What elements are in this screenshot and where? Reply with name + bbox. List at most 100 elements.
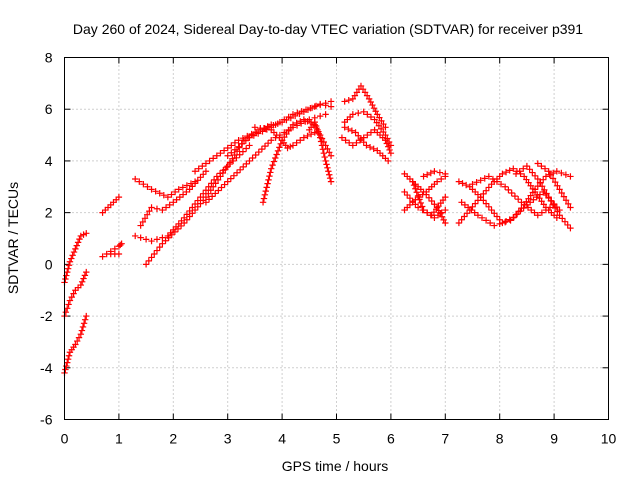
data-point	[281, 116, 288, 123]
data-point	[68, 293, 75, 301]
data-point	[414, 192, 422, 200]
x-tick-label: 0	[61, 431, 69, 447]
data-point	[560, 193, 568, 200]
data-point	[541, 186, 548, 194]
data-point	[289, 142, 297, 149]
series-arc-28	[458, 188, 563, 229]
data-point	[156, 243, 163, 251]
data-point	[361, 89, 369, 96]
data-point	[228, 142, 235, 149]
data-point	[459, 180, 466, 187]
data-point	[438, 175, 445, 183]
data-point	[179, 184, 187, 191]
data-point	[162, 237, 169, 244]
data-point	[325, 168, 332, 175]
data-point	[115, 193, 123, 201]
data-point	[554, 208, 561, 215]
data-point	[412, 185, 419, 192]
data-point	[491, 210, 498, 217]
data-point	[80, 275, 87, 282]
data-point	[153, 236, 161, 243]
data-point	[251, 124, 259, 131]
series-arc-16	[306, 118, 335, 185]
data-point	[267, 169, 274, 176]
data-point	[265, 176, 272, 184]
grid-layer	[64, 57, 609, 420]
series-arc-24	[409, 178, 449, 222]
data-point	[477, 177, 484, 184]
data-point	[545, 193, 552, 201]
data-point	[461, 213, 468, 220]
x-tick-label: 9	[550, 431, 558, 447]
data-point	[64, 355, 72, 363]
data-point	[357, 82, 365, 90]
data-point	[137, 234, 144, 241]
data-point	[159, 234, 166, 241]
data-point	[255, 148, 262, 156]
data-point	[262, 187, 269, 195]
data-point	[235, 143, 242, 150]
data-point	[70, 248, 78, 256]
data-point	[531, 172, 539, 179]
x-tick-label: 7	[441, 431, 449, 447]
data-point	[199, 162, 206, 170]
data-point	[231, 139, 239, 147]
data-point	[205, 196, 213, 203]
data-point	[62, 308, 70, 316]
data-point	[554, 182, 561, 189]
data-point	[66, 297, 74, 304]
data-point	[72, 245, 79, 253]
data-point	[567, 224, 574, 232]
data-point	[351, 92, 359, 99]
data-point	[531, 209, 538, 216]
data-point	[183, 216, 191, 223]
data-point	[177, 222, 185, 230]
data-point	[160, 191, 167, 199]
data-point	[62, 275, 69, 283]
data-point	[455, 219, 463, 227]
data-point	[425, 194, 433, 201]
data-point	[370, 104, 378, 112]
data-point	[276, 144, 283, 151]
data-point	[493, 178, 501, 185]
data-point	[148, 186, 155, 193]
data-point	[214, 176, 222, 184]
data-point	[212, 190, 219, 197]
data-point	[153, 205, 161, 212]
data-point	[78, 327, 86, 334]
data-point	[489, 175, 497, 183]
data-point	[442, 193, 449, 201]
data-point	[166, 201, 173, 209]
data-point	[236, 144, 243, 151]
data-point	[345, 125, 352, 133]
data-point	[521, 201, 528, 209]
data-point	[541, 165, 549, 172]
series-arc-03	[61, 230, 90, 286]
data-point	[226, 159, 234, 166]
data-point	[462, 181, 470, 189]
data-point	[562, 197, 570, 204]
series-arc-06	[107, 250, 123, 258]
data-point	[174, 225, 182, 233]
data-point	[322, 157, 329, 165]
data-point	[224, 152, 231, 159]
data-point	[317, 138, 325, 145]
data-point	[224, 144, 231, 152]
data-point	[536, 191, 544, 198]
data-point	[349, 142, 357, 149]
data-point	[349, 95, 357, 103]
data-point	[353, 89, 361, 96]
data-point	[360, 108, 367, 115]
data-point	[69, 252, 76, 259]
x-tick-label: 5	[333, 431, 341, 447]
data-point	[83, 230, 90, 237]
data-point	[536, 179, 544, 186]
data-point	[311, 118, 318, 126]
data-point	[148, 204, 155, 211]
data-point	[526, 199, 534, 206]
data-point	[298, 108, 305, 115]
data-point	[70, 290, 77, 297]
data-point	[81, 272, 89, 279]
data-point	[140, 181, 147, 188]
data-point	[383, 140, 391, 147]
